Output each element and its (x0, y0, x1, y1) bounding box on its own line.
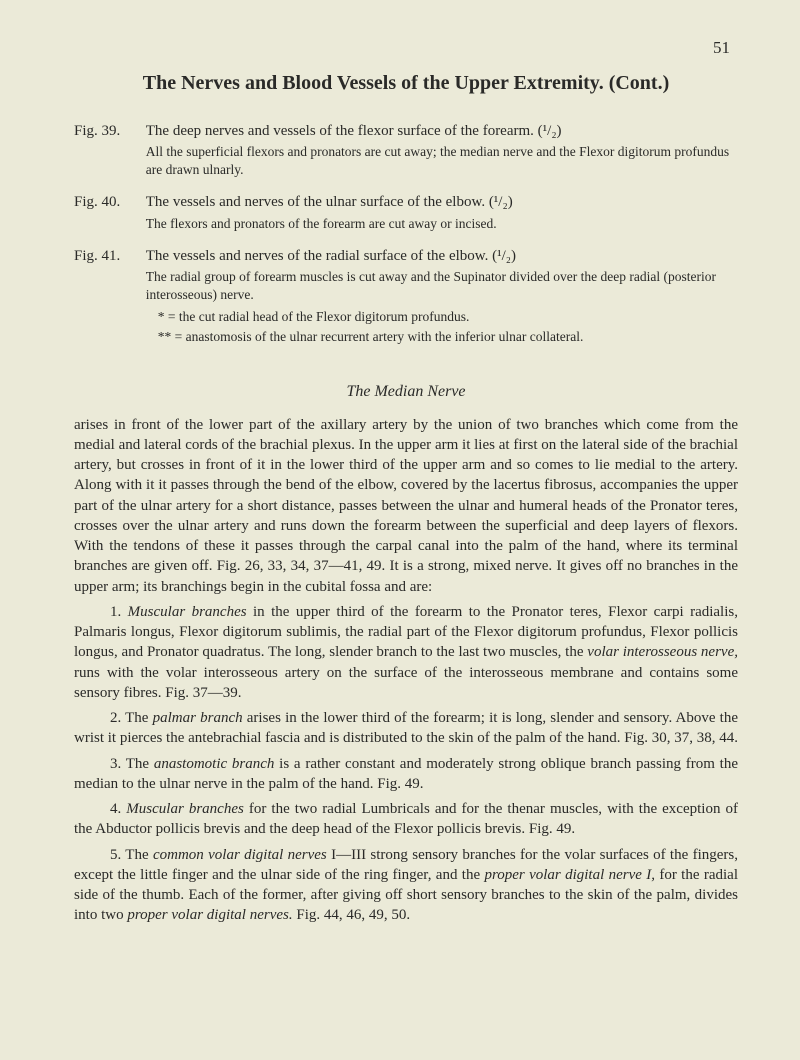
item-3: 3. The anastomotic branch is a rather co… (74, 754, 738, 795)
figure-entry-40: Fig. 40. The vessels and nerves of the u… (74, 192, 738, 232)
figure-entry-39: Fig. 39. The deep nerves and vessels of … (74, 121, 738, 178)
fig-label: Fig. 40. (74, 192, 142, 212)
figure-entry-41: Fig. 41. The vessels and nerves of the r… (74, 246, 738, 346)
fig-note: ** = anastomosis of the ulnar recurrent … (158, 327, 734, 347)
fig-notes: * = the cut radial head of the Flexor di… (146, 307, 734, 346)
item-term2: volar interosseous nerve, (587, 644, 738, 660)
item-num: 3. The (110, 756, 154, 772)
item-num: 4. (110, 801, 126, 817)
item-term3: proper volar digital nerves. (127, 907, 292, 923)
fig-main: The vessels and nerves of the radial sur… (146, 248, 516, 264)
intro-paragraph: arises in front of the lower part of the… (74, 415, 738, 597)
fig-body: The deep nerves and vessels of the flexo… (146, 121, 734, 178)
fig-main: The deep nerves and vessels of the flexo… (146, 123, 562, 139)
item-2: 2. The palmar branch arises in the lower… (74, 708, 738, 749)
item-rest3: Fig. 44, 46, 49, 50. (293, 907, 411, 923)
item-term: palmar branch (153, 710, 243, 726)
fig-body: The vessels and nerves of the ulnar surf… (146, 192, 734, 232)
item-num: 5. The (110, 847, 153, 863)
item-5: 5. The common volar digital nerves I—III… (74, 845, 738, 926)
item-term: Muscular branches (128, 604, 247, 620)
fig-label: Fig. 39. (74, 121, 142, 141)
fig-main: The vessels and nerves of the ulnar surf… (146, 194, 513, 210)
item-rest2: runs with the volar interosseous artery … (74, 665, 738, 701)
item-num: 2. The (110, 710, 153, 726)
item-term2: proper volar digital nerve I, (484, 867, 655, 883)
fig-note: * = the cut radial head of the Flexor di… (158, 307, 734, 327)
item-term: Muscular branches (126, 801, 244, 817)
fig-sub: The radial group of forearm muscles is c… (146, 268, 734, 303)
item-1: 1. Muscular branches in the upper third … (74, 602, 738, 703)
fig-body: The vessels and nerves of the radial sur… (146, 246, 734, 346)
fig-sub: The flexors and pronators of the forearm… (146, 215, 734, 233)
item-term: common volar digital nerves (153, 847, 327, 863)
item-4: 4. Muscular branches for the two radial … (74, 799, 738, 840)
page-title: The Nerves and Blood Vessels of the Uppe… (74, 72, 738, 95)
section-heading: The Median Nerve (74, 383, 738, 401)
item-num: 1. (110, 604, 128, 620)
page-number: 51 (713, 38, 730, 58)
fig-sub: All the superficial flexors and pronator… (146, 143, 734, 178)
item-term: anastomotic branch (154, 756, 275, 772)
fig-label: Fig. 41. (74, 246, 142, 266)
